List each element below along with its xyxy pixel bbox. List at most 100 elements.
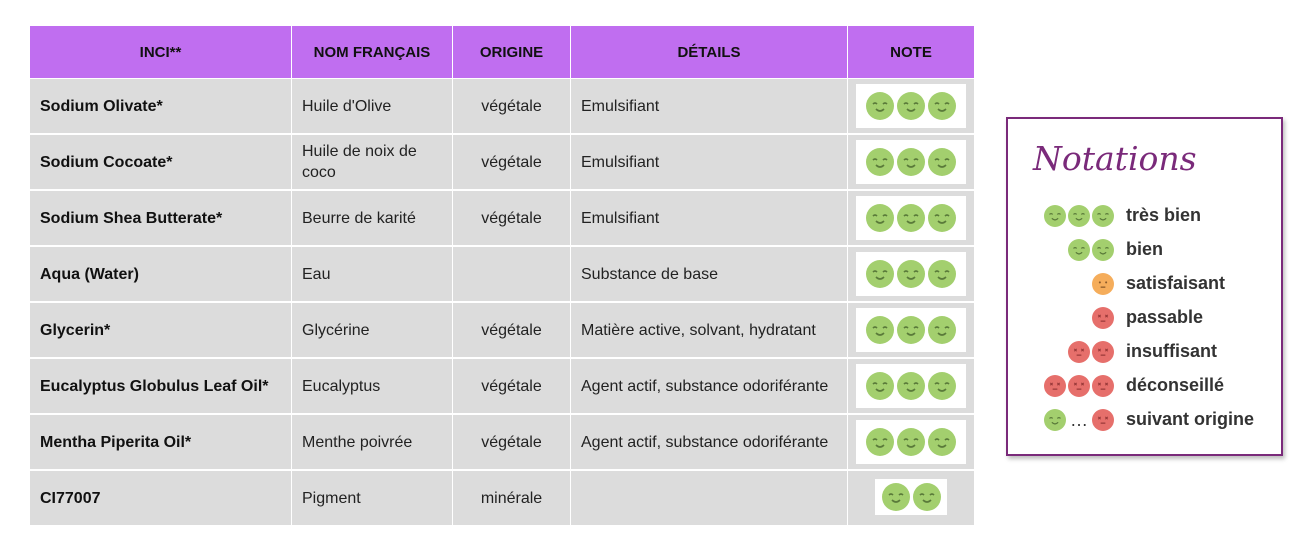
cell-nom: Eau <box>292 247 453 303</box>
cell-nom: Eucalyptus <box>292 359 453 415</box>
cell-origine: végétale <box>453 415 571 471</box>
legend-faces: … <box>1044 409 1114 431</box>
smiley-face-icon <box>1068 205 1090 227</box>
smiley-face-icon <box>1044 409 1066 431</box>
smiley-face-icon <box>928 372 956 400</box>
table-header-row: INCI** NOM FRANÇAIS ORIGINE DÉTAILS NOTE <box>30 26 974 79</box>
cell-nom: Menthe poivrée <box>292 415 453 471</box>
smiley-face-icon <box>897 92 925 120</box>
legend-item: bien <box>1008 235 1278 265</box>
cell-inci: Eucalyptus Globulus Leaf Oil* <box>30 359 292 415</box>
cell-details <box>571 471 848 527</box>
smiley-face-icon <box>1092 239 1114 261</box>
cell-details: Substance de base <box>571 247 848 303</box>
smiley-face-icon <box>866 316 894 344</box>
note-rating <box>856 84 966 128</box>
legend-faces <box>1044 375 1114 397</box>
legend-item: très bien <box>1008 201 1278 231</box>
cell-note <box>848 191 974 247</box>
legend-title: Notations <box>1033 139 1197 178</box>
smiley-face-icon <box>928 260 956 288</box>
legend-item: déconseillé <box>1008 371 1278 401</box>
smiley-face-icon <box>1092 205 1114 227</box>
smiley-face-icon <box>928 92 956 120</box>
cell-origine: végétale <box>453 135 571 191</box>
legend-label: insuffisant <box>1126 341 1218 361</box>
note-rating <box>856 364 966 408</box>
dizzy-face-icon <box>1044 375 1066 397</box>
cell-nom: Huile de noix de coco <box>292 135 453 191</box>
table-row: CI77007 Pigment minérale <box>30 471 974 527</box>
cell-details: Agent actif, substance odoriférante <box>571 359 848 415</box>
header-details: DÉTAILS <box>571 26 848 79</box>
cell-origine: minérale <box>453 471 571 527</box>
smiley-face-icon <box>928 204 956 232</box>
cell-nom: Huile d'Olive <box>292 79 453 135</box>
cell-details: Matière active, solvant, hydratant <box>571 303 848 359</box>
dizzy-face-icon <box>1068 341 1090 363</box>
dizzy-face-icon <box>1092 375 1114 397</box>
legend-label: très bien <box>1126 205 1202 225</box>
smiley-face-icon <box>1044 205 1066 227</box>
cell-note <box>848 359 974 415</box>
ellipsis-icon: … <box>1070 409 1088 430</box>
table-row: Glycerin* Glycérine végétale Matière act… <box>30 303 974 359</box>
smiley-face-icon <box>1068 239 1090 261</box>
legend-item: insuffisant <box>1008 337 1278 367</box>
legend-label: bien <box>1126 239 1164 259</box>
legend-item: passable <box>1008 303 1278 333</box>
note-rating <box>856 140 966 184</box>
cell-origine: végétale <box>453 359 571 415</box>
legend-label: passable <box>1126 307 1204 327</box>
cell-note <box>848 247 974 303</box>
dizzy-face-icon <box>1092 409 1114 431</box>
smiley-face-icon <box>897 260 925 288</box>
cell-inci: Mentha Piperita Oil* <box>30 415 292 471</box>
cell-note <box>848 135 974 191</box>
table-row: Sodium Cocoate* Huile de noix de coco vé… <box>30 135 974 191</box>
cell-note <box>848 303 974 359</box>
cell-inci: Glycerin* <box>30 303 292 359</box>
smiley-face-icon <box>897 148 925 176</box>
header-inci: INCI** <box>30 26 292 79</box>
cell-origine: végétale <box>453 303 571 359</box>
table-row: Sodium Shea Butterate* Beurre de karité … <box>30 191 974 247</box>
note-rating <box>856 308 966 352</box>
dizzy-face-icon <box>1092 341 1114 363</box>
legend-faces <box>1068 239 1114 261</box>
dizzy-face-icon <box>1092 307 1114 329</box>
header-origine: ORIGINE <box>453 26 571 79</box>
smiley-face-icon <box>866 204 894 232</box>
cell-note <box>848 471 974 527</box>
cell-note <box>848 415 974 471</box>
notations-legend: Notations très bien bien satisfaisant passa… <box>1006 117 1283 456</box>
cell-nom: Pigment <box>292 471 453 527</box>
cell-nom: Beurre de karité <box>292 191 453 247</box>
cell-details: Agent actif, substance odoriférante <box>571 415 848 471</box>
smiley-face-icon <box>912 483 941 511</box>
neutral-face-icon <box>1092 273 1114 295</box>
cell-origine <box>453 247 571 303</box>
cell-origine: végétale <box>453 79 571 135</box>
note-rating <box>875 479 947 515</box>
cell-inci: CI77007 <box>30 471 292 527</box>
header-nom-francais: NOM FRANÇAIS <box>292 26 453 79</box>
legend-item: … suivant origine <box>1008 405 1278 435</box>
cell-inci: Sodium Cocoate* <box>30 135 292 191</box>
cell-inci: Sodium Olivate* <box>30 79 292 135</box>
smiley-face-icon <box>866 428 894 456</box>
legend-faces <box>1092 273 1114 295</box>
smiley-face-icon <box>897 316 925 344</box>
table-row: Sodium Olivate* Huile d'Olive végétale E… <box>30 79 974 135</box>
legend-faces <box>1092 307 1114 329</box>
ingredients-table: INCI** NOM FRANÇAIS ORIGINE DÉTAILS NOTE… <box>30 26 974 527</box>
table-row: Mentha Piperita Oil* Menthe poivrée végé… <box>30 415 974 471</box>
legend-faces <box>1044 205 1114 227</box>
cell-details: Emulsifiant <box>571 79 848 135</box>
smiley-face-icon <box>866 260 894 288</box>
smiley-face-icon <box>897 372 925 400</box>
smiley-face-icon <box>881 483 910 511</box>
smiley-face-icon <box>897 204 925 232</box>
smiley-face-icon <box>928 148 956 176</box>
legend-item: satisfaisant <box>1008 269 1278 299</box>
